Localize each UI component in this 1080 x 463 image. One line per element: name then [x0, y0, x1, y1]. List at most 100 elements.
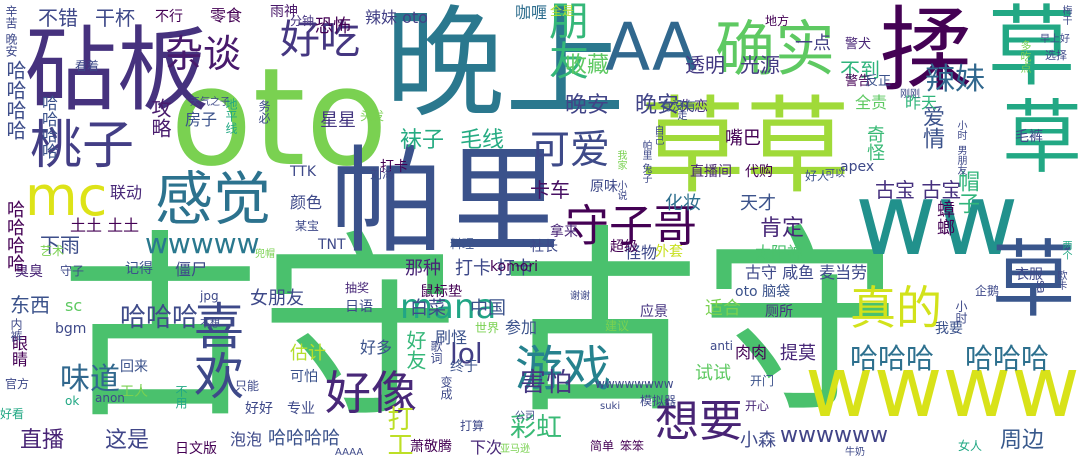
- word: 亚马逊: [500, 444, 530, 455]
- word: 东西: [10, 293, 50, 317]
- word: 刘海: [370, 167, 395, 181]
- word: 联动: [110, 183, 143, 202]
- word: 分钟: [290, 14, 315, 28]
- word: 欧卡: [1055, 270, 1066, 290]
- word: 企鹅: [975, 284, 1000, 298]
- word: 鼠标垫: [420, 284, 462, 300]
- word: 看着: [75, 59, 100, 73]
- word: 反正: [865, 74, 892, 89]
- word: 下雨: [40, 233, 80, 257]
- word: 原味: [590, 179, 618, 195]
- word: 毛线: [460, 128, 505, 153]
- word: 代购: [745, 164, 773, 180]
- word: 小说: [615, 180, 626, 200]
- word: 好好: [245, 401, 273, 417]
- word: 不到: [840, 58, 880, 82]
- word: 僵尸: [175, 260, 208, 279]
- word: ww: [855, 161, 1019, 278]
- word: 这是: [105, 428, 150, 453]
- word: 光源: [740, 53, 780, 77]
- word: 早上好: [1040, 34, 1070, 45]
- word: wwww: [805, 338, 1080, 436]
- word: sc: [65, 296, 83, 315]
- word: 毛裤: [1015, 129, 1043, 145]
- word: apex: [840, 159, 875, 175]
- word: 哈哈哈哈: [4, 200, 25, 272]
- word: wwwwwwww: [595, 377, 674, 391]
- word: oto: [170, 39, 389, 196]
- word: 试试: [695, 363, 731, 384]
- word: 萧敬腾: [410, 439, 452, 455]
- word: 味道: [60, 362, 120, 397]
- word: 衣服: [1015, 267, 1043, 283]
- word: 白菜: [410, 298, 446, 319]
- word: 打算: [460, 419, 485, 433]
- word: 哈哈哈: [120, 303, 199, 333]
- word: 古守: [60, 213, 461, 446]
- word: 开心: [745, 399, 770, 413]
- word: 嘴巴: [725, 128, 761, 149]
- word: 怪物: [625, 243, 658, 262]
- word: 内裤: [9, 318, 23, 342]
- word: 天才: [740, 193, 776, 214]
- word: lol: [450, 337, 483, 370]
- word: 辣妹 oto: [365, 8, 428, 27]
- word: 晚安: [635, 93, 680, 118]
- word: 帽子: [954, 170, 979, 214]
- word: 卡车: [530, 178, 570, 202]
- word: 古宝 古宝: [875, 178, 962, 202]
- word: 直播间: [690, 164, 732, 180]
- word: 辛苦 晚安: [4, 5, 18, 57]
- word: 终于: [450, 359, 478, 375]
- word: 害怕: [520, 368, 573, 398]
- word: 土土 土土: [70, 216, 140, 235]
- word: 真的: [850, 281, 942, 335]
- word: 好像: [325, 366, 417, 420]
- word: 朋友: [542, 0, 588, 80]
- word: 小时: [955, 120, 966, 140]
- word: 简单: [590, 439, 615, 453]
- word: 务必: [257, 100, 271, 124]
- word: 袜子: [400, 128, 445, 153]
- word: 守子哥: [565, 201, 697, 252]
- word: 谢谢: [570, 291, 590, 302]
- word: 直播: [20, 428, 65, 453]
- word: 有没有: [660, 99, 697, 113]
- word: 草草: [640, 86, 851, 208]
- word: 不用: [174, 385, 188, 409]
- word: 笨笨: [620, 439, 645, 453]
- word: 歌词: [429, 340, 443, 364]
- word: 眼睛: [9, 335, 28, 367]
- word: 颜色: [290, 193, 323, 212]
- word: 某宝: [295, 219, 320, 233]
- word: 不走: [675, 100, 686, 120]
- word: 刚刚: [900, 89, 920, 100]
- word: 提莫: [780, 343, 816, 364]
- word: 晚上: [385, 0, 625, 134]
- word: wwwww: [145, 227, 260, 260]
- word: 自己: [652, 125, 663, 145]
- word: 喜欢: [186, 300, 244, 400]
- word: 女朋友: [250, 288, 304, 309]
- word: 女人: [958, 439, 983, 453]
- word: 日文版: [175, 441, 217, 457]
- word: AAAA: [335, 447, 364, 458]
- word: 草: [989, 95, 1080, 175]
- word: 抽奖: [345, 281, 370, 295]
- word: 肉肉: [735, 343, 768, 362]
- word: 想要: [655, 396, 743, 447]
- word: 可爱: [530, 127, 610, 173]
- word: 超级: [610, 239, 638, 255]
- word: 记得: [125, 261, 153, 277]
- word: 化妆: [665, 193, 701, 214]
- word: 奇怪: [864, 125, 885, 161]
- word: 好人: [805, 169, 830, 183]
- word: 失恋: [680, 99, 708, 115]
- word: 世界: [475, 321, 500, 335]
- word: 刷怪: [435, 328, 468, 347]
- word: mana: [400, 287, 497, 327]
- word: 确实: [715, 15, 835, 85]
- word: 艺术: [40, 244, 65, 258]
- word: 模拟器: [640, 394, 677, 408]
- word: 工人: [120, 384, 148, 400]
